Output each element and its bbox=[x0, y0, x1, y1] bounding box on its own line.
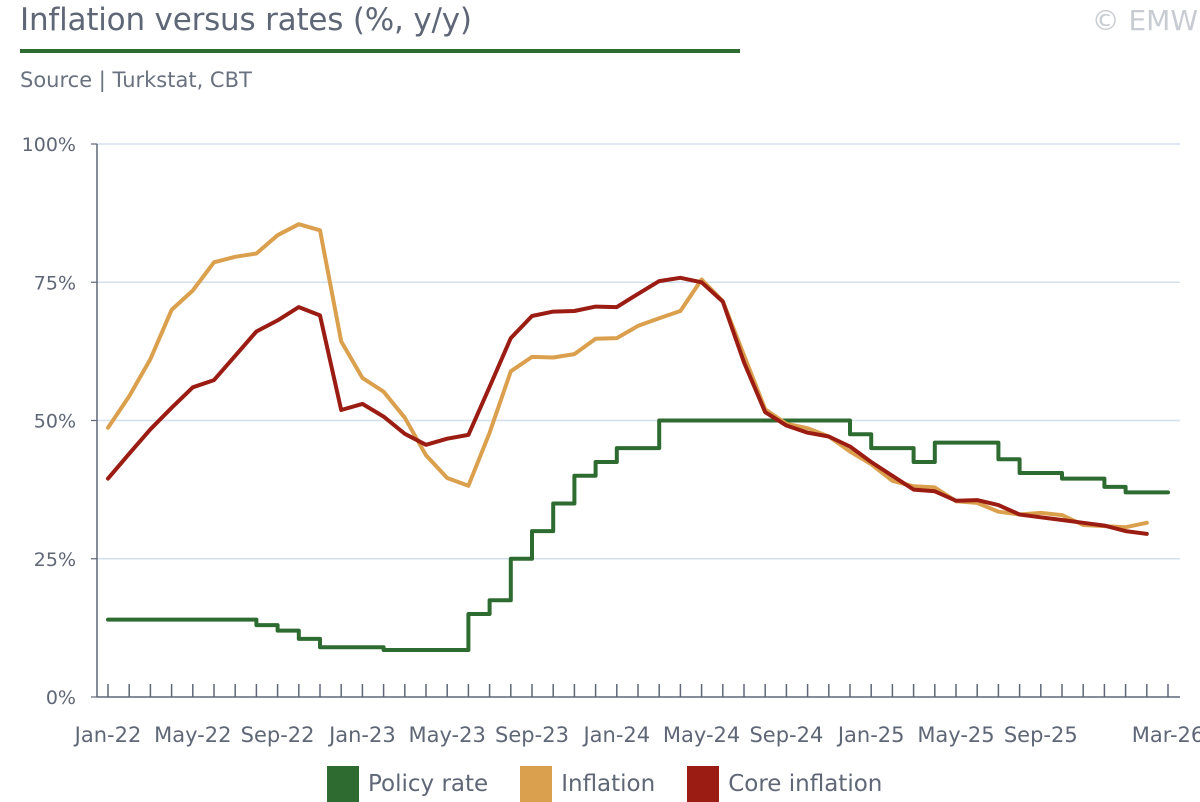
legend-swatch-inflation bbox=[520, 766, 553, 802]
y-tick-label-75: 75% bbox=[34, 272, 76, 294]
x-tick-label-mar-26: Mar-26 bbox=[1132, 723, 1200, 747]
legend-label-policy-rate: Policy rate bbox=[368, 771, 489, 797]
legend-item-policy-rate: Policy rate bbox=[327, 766, 488, 802]
x-tick-label-sep-23: Sep-23 bbox=[495, 723, 569, 747]
x-tick-label-sep-22: Sep-22 bbox=[241, 723, 315, 747]
x-tick-label-jan-22: Jan-22 bbox=[73, 723, 142, 747]
legend-swatch-policy-rate bbox=[327, 766, 359, 802]
legend-item-inflation: Inflation bbox=[520, 766, 655, 802]
copyright-mark: © EMW bbox=[1091, 4, 1198, 37]
x-tick-label-sep-25: Sep-25 bbox=[1004, 723, 1078, 747]
y-tick-label-100: 100% bbox=[22, 134, 76, 156]
chart-source: Source | Turkstat, CBT bbox=[20, 68, 252, 92]
y-tick-label-25: 25% bbox=[34, 549, 76, 571]
x-tick-label-may-23: May-23 bbox=[409, 723, 486, 747]
y-tick-label-50: 50% bbox=[34, 411, 76, 433]
legend-label-core-inflation: Core inflation bbox=[728, 771, 883, 797]
legend-swatch-core-inflation bbox=[687, 766, 720, 802]
series-line-inflation bbox=[106, 222, 1149, 530]
legend-label-inflation: Inflation bbox=[561, 771, 656, 797]
x-tick-label-sep-24: Sep-24 bbox=[749, 723, 823, 747]
x-tick-label-jan-23: Jan-23 bbox=[327, 723, 396, 747]
series-line-core-inflation bbox=[106, 275, 1149, 536]
title-underline bbox=[20, 49, 740, 53]
x-tick-label-jan-25: Jan-25 bbox=[836, 723, 905, 747]
x-tick-label-jan-24: Jan-24 bbox=[581, 723, 650, 747]
legend-item-core-inflation: Core inflation bbox=[687, 766, 882, 802]
x-tick-label-may-22: May-22 bbox=[154, 723, 231, 747]
series-line-policy-rate bbox=[106, 418, 1170, 652]
y-tick-label-0: 0% bbox=[46, 687, 76, 709]
legend: Policy rate Inflation Core inflation bbox=[327, 766, 914, 802]
chart-title: Inflation versus rates (%, y/y) bbox=[20, 2, 472, 38]
x-tick-label-may-25: May-25 bbox=[917, 723, 994, 747]
x-tick-label-may-24: May-24 bbox=[663, 723, 740, 747]
